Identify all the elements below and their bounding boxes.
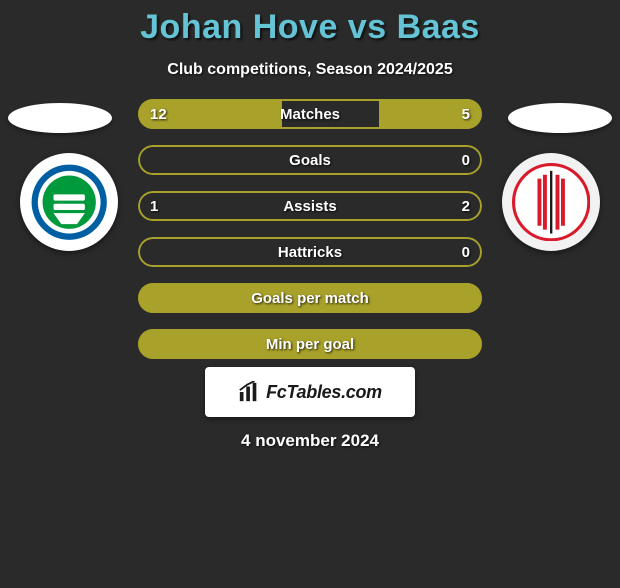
stat-row-matches: Matches125: [138, 99, 482, 129]
stat-row-goals_per_match: Goals per match: [138, 283, 482, 313]
stat-row-goals: Goals0: [138, 145, 482, 175]
chart-icon: [238, 381, 260, 403]
flag-right: [508, 103, 612, 133]
stat-bars: Matches125 Goals0 Assists12 Hattricks0 Goals…: [138, 99, 482, 375]
date: 4 november 2024: [0, 431, 620, 451]
stat-track: [138, 191, 482, 221]
stat-track: [138, 145, 482, 175]
stat-track: [138, 283, 482, 313]
subtitle: Club competitions, Season 2024/2025: [0, 61, 620, 79]
stat-row-assists: Assists12: [138, 191, 482, 221]
crest-left: [20, 153, 118, 251]
watermark-text: FcTables.com: [266, 382, 382, 403]
stat-track: [138, 237, 482, 267]
stat-row-hattricks: Hattricks0: [138, 237, 482, 267]
flag-left: [8, 103, 112, 133]
crest-right: [502, 153, 600, 251]
stat-track: [138, 99, 482, 129]
club-logo-left-icon: [30, 163, 108, 241]
page-title: Johan Hove vs Baas: [0, 8, 620, 47]
stat-row-min_per_goal: Min per goal: [138, 329, 482, 359]
stat-track: [138, 329, 482, 359]
club-logo-right-icon: [512, 163, 590, 241]
